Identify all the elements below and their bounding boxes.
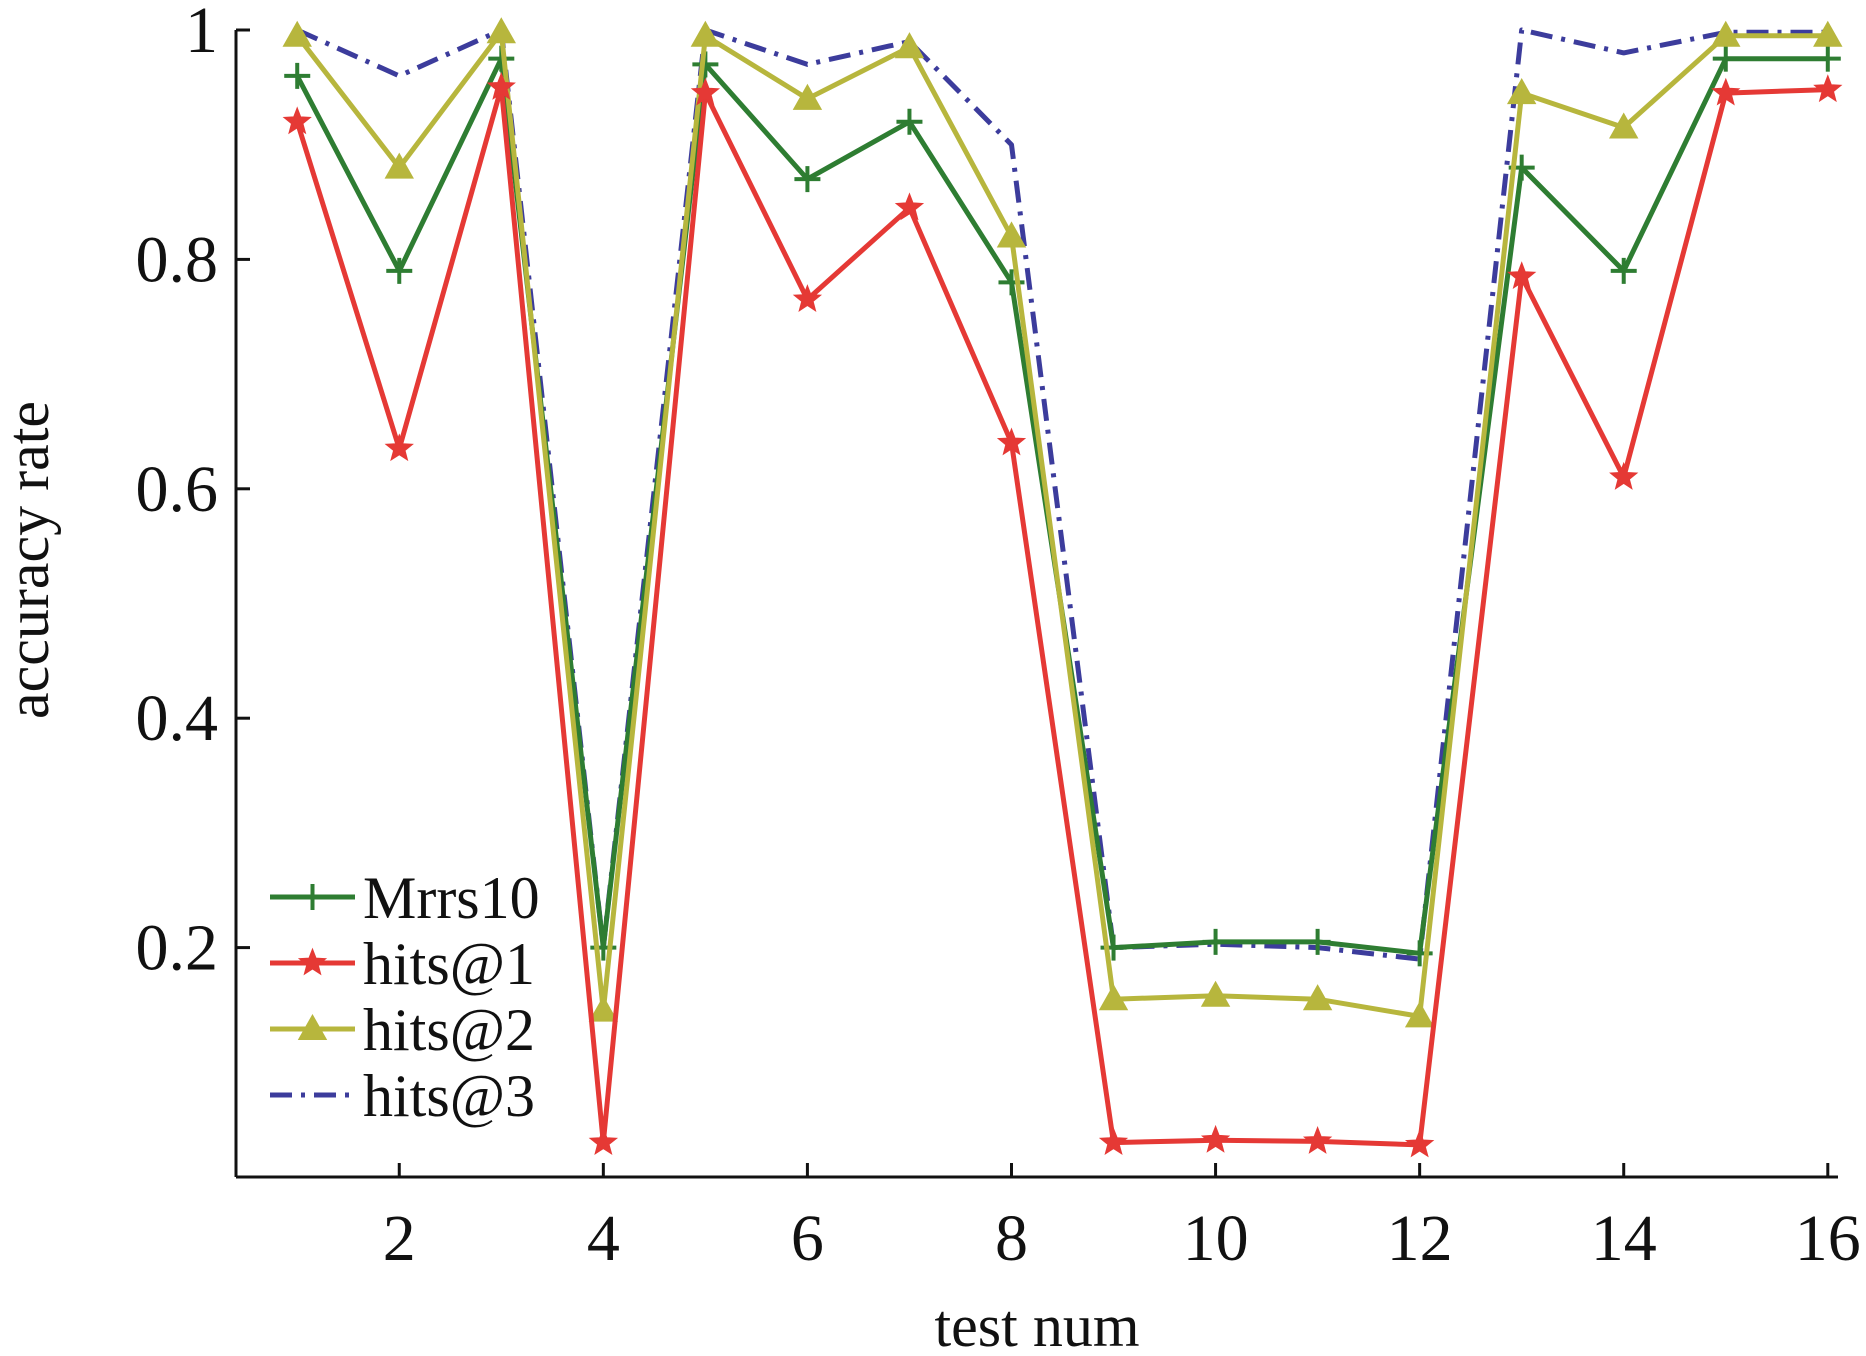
x-tick-label: 6 xyxy=(791,1202,824,1275)
data-point xyxy=(996,427,1027,456)
data-point xyxy=(1711,20,1741,47)
data-point xyxy=(1302,984,1333,1011)
legend-label: hits@2 xyxy=(363,997,535,1063)
legend-label: hits@1 xyxy=(363,931,535,997)
legend-marker xyxy=(299,884,326,910)
series-hits-3 xyxy=(296,27,1828,962)
y-tick-label: 0.4 xyxy=(136,682,219,755)
data-point xyxy=(1609,112,1639,139)
series-hits-2 xyxy=(282,17,1843,1028)
data-point xyxy=(1404,1001,1435,1028)
legend-item: hits@1 xyxy=(270,931,535,997)
data-point xyxy=(996,221,1027,248)
data-point xyxy=(1506,78,1537,105)
data-point xyxy=(1813,74,1843,103)
data-point xyxy=(1202,928,1229,955)
series-line xyxy=(296,27,1828,962)
series-line xyxy=(294,56,1828,956)
axes-layer xyxy=(234,30,1838,1179)
data-point xyxy=(894,192,925,221)
y-tick-label: 0.2 xyxy=(136,912,219,985)
legend-item: hits@2 xyxy=(270,997,535,1063)
data-point xyxy=(1609,461,1639,490)
data-point xyxy=(1610,257,1637,284)
data-point xyxy=(998,269,1025,296)
y-tick-label: 0.8 xyxy=(136,223,219,296)
data-point xyxy=(792,83,823,110)
series-hits-1 xyxy=(282,72,1843,1158)
data-point xyxy=(282,106,312,135)
legend-label: Mrrs10 xyxy=(363,865,540,931)
data-point xyxy=(894,32,925,59)
data-point xyxy=(1302,1125,1333,1154)
data-point xyxy=(588,995,619,1022)
data-point xyxy=(1712,45,1739,72)
ticks-layer: 2 4 6 8 10 12 14 16 0.2 0.4 0.6 0.8 1 xyxy=(136,0,1861,1275)
data-point xyxy=(1814,45,1841,72)
data-point xyxy=(1813,20,1843,47)
x-axis-label: test num xyxy=(935,1293,1140,1356)
series-line xyxy=(295,29,1828,1019)
x-tick-label: 14 xyxy=(1591,1202,1657,1275)
legend-marker xyxy=(297,947,328,976)
x-tick-label: 4 xyxy=(587,1202,620,1275)
data-point xyxy=(792,284,823,313)
data-point xyxy=(896,108,923,135)
data-point xyxy=(384,433,414,462)
data-point xyxy=(794,166,821,193)
x-tick-label: 2 xyxy=(383,1202,416,1275)
series-layer xyxy=(282,17,1843,1158)
legend-marker xyxy=(297,1013,328,1040)
data-point xyxy=(690,20,721,47)
legend-item: Mrrs10 xyxy=(270,865,540,931)
legend-label: hits@3 xyxy=(363,1063,535,1129)
data-point xyxy=(1200,980,1231,1007)
y-axis-label: accuracy rate xyxy=(0,401,61,719)
data-point xyxy=(486,72,516,100)
data-point xyxy=(284,62,311,89)
legend-item: hits@3 xyxy=(270,1063,535,1129)
x-tick-label: 12 xyxy=(1387,1202,1453,1275)
data-point xyxy=(1098,984,1129,1011)
y-tick-label: 0.6 xyxy=(136,453,219,526)
data-point xyxy=(1711,77,1741,106)
data-point xyxy=(1404,1129,1435,1158)
data-point xyxy=(1098,1127,1129,1156)
x-tick-label: 10 xyxy=(1183,1202,1249,1275)
data-point xyxy=(1200,1124,1231,1153)
data-point xyxy=(1507,261,1537,290)
data-point xyxy=(690,77,721,106)
data-point xyxy=(486,17,517,44)
data-point xyxy=(282,20,312,47)
data-point xyxy=(588,1127,619,1156)
x-tick-label: 16 xyxy=(1795,1202,1861,1275)
data-point xyxy=(384,152,414,179)
data-point xyxy=(1304,928,1331,955)
x-tick-label: 8 xyxy=(995,1202,1028,1275)
data-point xyxy=(386,257,413,284)
y-tick-label: 1 xyxy=(185,0,218,67)
series-line xyxy=(294,84,1828,1148)
